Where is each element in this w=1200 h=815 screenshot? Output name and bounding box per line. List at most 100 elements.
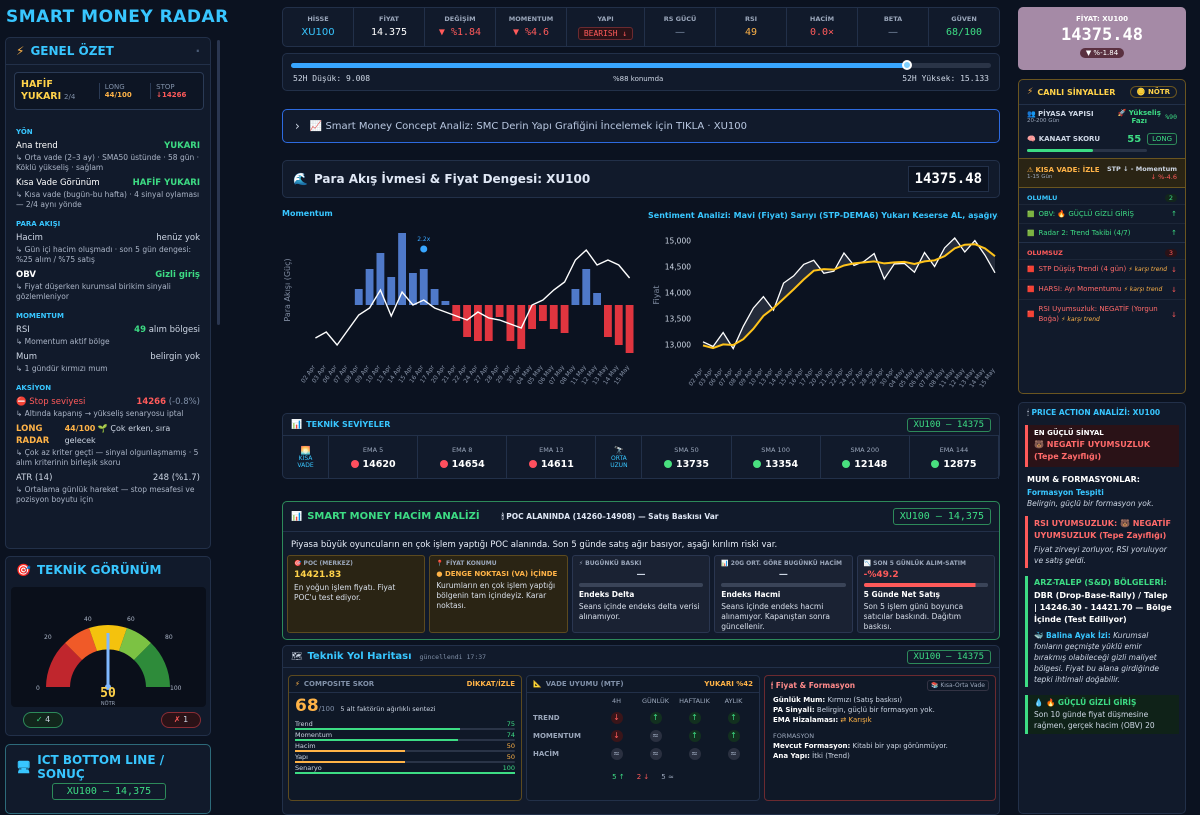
down-count-badge[interactable]: ✗ 1 — [161, 712, 201, 728]
volume-card-body: Son 5 işlem günü boyunca satıcılar baskı… — [863, 602, 964, 631]
section-aksiyon: AKSİYON — [16, 384, 52, 392]
stop-level-value: 14266 — [136, 397, 166, 407]
mtf-state: YUKARI %42 — [704, 680, 753, 688]
state-count: 2/4 — [64, 93, 76, 101]
signal-item[interactable]: 🟥 STP Düşüş Trendi (4 gün) ⚡ karşı trend ↓ — [1019, 259, 1185, 279]
formation-tag[interactable]: 📚 Kısa-Orta Vade — [926, 680, 989, 691]
composite-of: /100 — [318, 705, 335, 713]
level-dot-icon — [842, 460, 851, 468]
composite-row-fill — [295, 739, 458, 741]
signal-item[interactable]: 🟥 RSI Uyumsuzluk: NEGATİF (Yorgun Boğa) ⚡… — [1019, 299, 1185, 329]
roadmap-updated: güncellendi 17:37 — [419, 652, 487, 661]
smc-expand-bar[interactable]: › 📈 Smart Money Concept Analiz: SMC Deri… — [282, 109, 1000, 143]
level-cell[interactable]: EMA 13 14611 — [507, 436, 597, 479]
mum-label: Mum — [16, 352, 38, 362]
left-scrollbar[interactable] — [217, 40, 220, 325]
composite-row-top: Hacim 50 — [295, 742, 515, 750]
check-icon: ✓ — [35, 715, 43, 724]
range-track — [291, 63, 991, 68]
formation-key: EMA Hizalaması: — [773, 716, 839, 724]
composite-title: COMPOSITE SKOR — [303, 680, 375, 688]
signal-item[interactable]: 🟥 HARSI: Ayı Momentumu ⚡ karşı trend ↓ — [1019, 279, 1185, 299]
signal-icon: 🟩 — [1027, 210, 1035, 218]
formation-line: Ana Yapı: İtki (Trend) — [773, 751, 987, 761]
th-fiyat: FİYAT — [379, 15, 399, 23]
summary-header[interactable]: ⚡ GENEL ÖZET · — [6, 38, 210, 65]
mtf-cell: ↑ — [675, 712, 714, 724]
atr-value: 248 (%1.7) — [152, 473, 200, 483]
th-yapi: YAPI — [597, 15, 614, 23]
range-high: 52H Yüksek: 15.133 — [902, 74, 989, 83]
momentum-bar — [604, 305, 612, 337]
piyasa-pct: %90 — [1165, 113, 1177, 121]
up-count: 4 — [45, 715, 51, 724]
gauge-tick-80: 80 — [165, 634, 173, 641]
up-count-badge[interactable]: ✓ 4 — [23, 712, 63, 728]
mtf-cell: ↑ — [714, 730, 753, 742]
sentiment-y-tick: 15,000 — [665, 237, 691, 246]
composite-row-value: 75 — [506, 720, 515, 728]
volume-card: 📍 FİYAT KONUMU ● DENGE NOKTASI (VA) İÇİND… — [429, 555, 568, 633]
level-dot-icon — [663, 460, 672, 468]
mtf-col-label: 4H — [611, 697, 622, 705]
momentum-bar — [560, 305, 569, 333]
signal-note: ⚡ karşı trend — [1061, 316, 1100, 323]
kisa-signal-value: STP ↓ - Momentum — [1106, 165, 1177, 173]
volume-card-head: ⚡ BUGÜNKÜ BASKI — [578, 560, 642, 567]
momentum-bar — [419, 269, 428, 305]
range-marker[interactable] — [902, 60, 912, 70]
mtf-cell: ↑ — [714, 712, 753, 724]
sentiment-y-tick: 13,000 — [665, 340, 691, 349]
stp-dema6-line — [702, 243, 996, 350]
level-cell[interactable]: SMA 100 13354 — [732, 436, 821, 479]
td-degisim: ▼ %1.84 — [438, 27, 482, 38]
smc-link-text: 📈 Smart Money Concept Analiz: SMC Derin … — [309, 120, 748, 132]
level-value-row: 14611 — [528, 459, 574, 470]
composite-row: Momentum 74 — [295, 731, 515, 741]
formation-key: Günlük Mum: — [773, 696, 826, 704]
mum-title: MUM & FORMASYONLAR: — [1027, 475, 1140, 484]
price-action-panel: 🕯 PRICE ACTION ANALİZİ: XU100 EN GÜÇLÜ S… — [1018, 402, 1186, 814]
bolt-icon: ⚡ — [1027, 87, 1034, 97]
composite-row-top: Momentum 74 — [295, 731, 515, 739]
col-hisse[interactable]: HİSSE XU100 — [283, 8, 354, 46]
mtf-col-label: HAFTALIK — [679, 697, 710, 705]
gauge-seg-red — [46, 643, 82, 687]
momentum-bar — [495, 305, 504, 317]
volume-card-body: Seans içinde endeks hacmi alınamıyor. Ka… — [721, 602, 830, 631]
signal-item[interactable]: 🟩 OBV: 🔥 GÜÇLÜ GİZLİ GİRİŞ ↑ — [1019, 204, 1185, 223]
mtf-card: 📐 VADE UYUMU (MTF) YUKARI %42 4H GÜNLÜK HAFT… — [526, 675, 760, 801]
collapse-dot-icon[interactable]: · — [195, 44, 200, 58]
rsi-divergence-text: Fiyat zirveyi zorluyor, RSI yoruluyor ve… — [1034, 545, 1167, 565]
th-hisse: HİSSE — [307, 15, 329, 23]
mtf-cell: ↑ — [675, 730, 714, 742]
th-momentum: MOMENTUM — [508, 15, 554, 23]
gauge-tick-100: 100 — [170, 685, 182, 692]
olumsuz-count: 3 — [1164, 249, 1177, 257]
olumlu-count: 2 — [1164, 194, 1177, 202]
level-cell[interactable]: EMA 144 12875 — [910, 436, 999, 479]
composite-row: Senaryo 100 — [295, 764, 515, 774]
level-cell[interactable]: SMA 50 13735 — [642, 436, 732, 479]
mtf-cell: ≈ — [636, 730, 675, 742]
signal-item[interactable]: 🟩 Radar 2: Trend Takibi (4/7) ↑ — [1019, 223, 1185, 242]
level-cell[interactable]: SMA 200 12148 — [821, 436, 910, 479]
signal-text-wrap: RSI Uyumsuzluk: NEGATİF (Yorgun Boğa) ⚡ … — [1038, 304, 1171, 325]
signal-text-wrap: HARSI: Ayı Momentumu ⚡ karşı trend — [1038, 284, 1162, 295]
stop-level-sub: ↳ Altında kapanış → yükseliş senaryosu i… — [16, 409, 184, 418]
gauge-state: NÖTR — [101, 700, 116, 707]
volume-card-bar-fill — [863, 583, 989, 587]
level-cell[interactable]: EMA 5 14620 — [329, 436, 419, 479]
th-rs: RS GÜCÜ — [663, 15, 697, 23]
price-card-value: 14375.48 — [1061, 25, 1143, 45]
live-signals-panel: ⚡ CANLI SİNYALLER 🪙 NÖTR 👥 PİYASA YAPISI 20… — [1018, 79, 1186, 394]
long-value: 44/100 — [104, 91, 132, 99]
rsi-divergence-title: RSI UYUMSUZLUK: 🐻 NEGATİF UYUMSUZLUK (Te… — [1034, 519, 1171, 540]
orta-uzun-tag: 🔭 ORTA UZUN — [596, 436, 643, 479]
formation-key: Mevcut Formasyon: — [773, 742, 851, 750]
mtf-cell: ≈ — [675, 748, 714, 760]
cross-icon: ✗ — [173, 715, 181, 724]
level-cell[interactable]: EMA 8 14654 — [418, 436, 508, 479]
coin-icon: 🪙 — [1136, 88, 1146, 96]
sentiment-y-label: Fiyat — [652, 285, 661, 304]
